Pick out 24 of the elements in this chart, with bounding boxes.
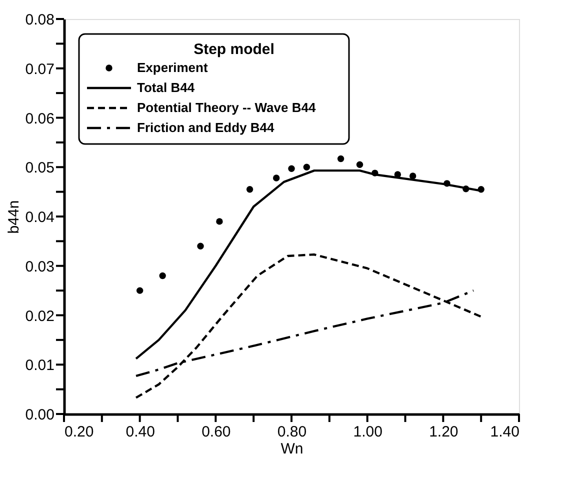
x-tick-label: 0.40 — [126, 424, 155, 440]
y-tick-label: 0.06 — [25, 110, 54, 128]
x-tick-label: 0.60 — [202, 424, 231, 440]
y-tick-label: 0.01 — [25, 357, 54, 374]
x-tick-label: 1.40 — [490, 424, 520, 440]
y-tick-label: 0.00 — [25, 406, 54, 424]
legend-label: Total B44 — [137, 80, 196, 95]
y-tick-label: 0.04 — [25, 209, 54, 226]
x-axis-title: Wn — [280, 440, 304, 458]
line-series — [134, 253, 482, 399]
x-tick-label: 1.00 — [353, 424, 382, 440]
y-tick-label: 0.03 — [25, 258, 54, 276]
legend-label: Experiment — [137, 60, 208, 75]
legend-label: Friction and Eddy B44 — [137, 120, 276, 135]
y-tick-label: 0.02 — [25, 308, 54, 325]
x-tick-label: 0.20 — [64, 424, 94, 440]
legend-label: Potential Theory -- Wave B44 — [137, 100, 316, 115]
y-tick-label: 0.08 — [25, 12, 54, 28]
x-tick-label: 0.80 — [277, 424, 307, 440]
y-axis-title: b44n — [5, 200, 22, 234]
y-tick-label: 0.05 — [25, 160, 54, 177]
x-tick-label: 1.20 — [429, 424, 458, 440]
y-tick-label: 0.07 — [25, 60, 54, 78]
legend-title: Step model — [194, 41, 274, 58]
